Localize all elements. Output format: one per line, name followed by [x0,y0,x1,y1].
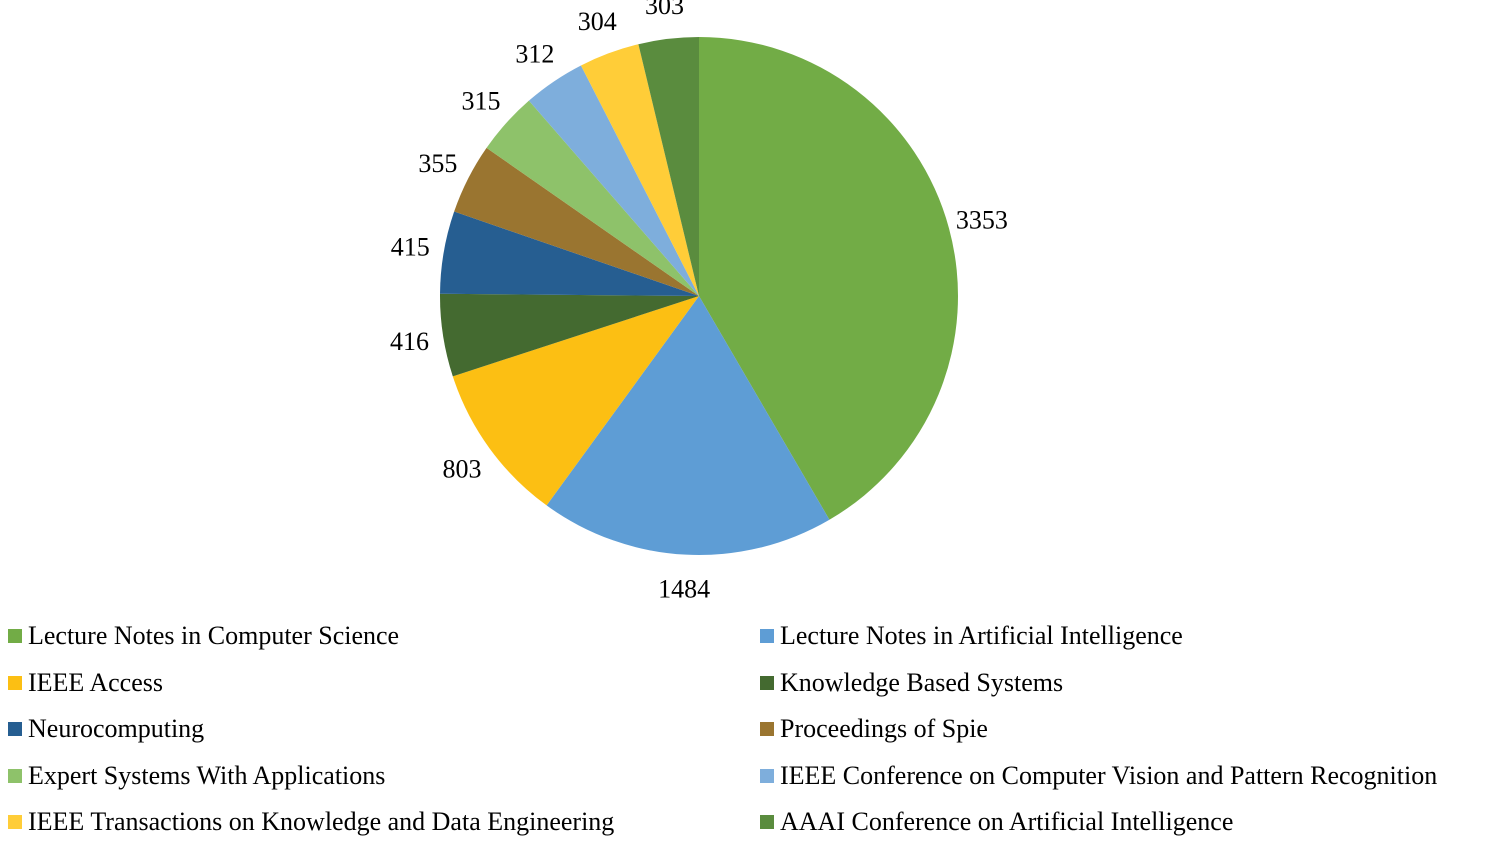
pie-slice [699,37,959,520]
pie-slice [440,211,699,296]
legend-item: Lecture Notes in Artificial Intelligence [760,620,1500,652]
legend-swatch [8,675,22,690]
pie-slice [486,100,699,296]
data-label: 803 [443,454,482,483]
legend-item: Neurocomputing [8,713,760,745]
pie-slice [439,293,699,377]
pie-chart: 3353 1484 803 416 415 355 315 312 304 303 [390,0,1008,604]
data-label: 303 [645,0,684,20]
legend-item: Proceedings of Spie [760,713,1500,745]
data-label: 312 [515,39,554,68]
legend-swatch [8,815,22,829]
legend-swatch [8,629,22,643]
data-label: 416 [390,327,429,356]
legend-swatch [760,722,774,736]
legend-label: IEEE Transactions on Knowledge and Data … [28,807,615,836]
legend-item: IEEE Conference on Computer Vision and P… [760,760,1500,792]
legend-item: Knowledge Based Systems [760,667,1500,699]
data-label: 415 [391,232,430,261]
legend-swatch [8,768,22,783]
legend-item: Expert Systems With Applications [8,760,760,792]
legend-label: IEEE Conference on Computer Vision and P… [780,760,1438,790]
legend-label: Knowledge Based Systems [780,667,1064,697]
legend-swatch [760,675,774,690]
pie-slice [580,44,699,296]
legend-item: IEEE Access [8,667,760,699]
data-label: 355 [418,149,457,178]
legend-item: Lecture Notes in Computer Science [8,620,760,652]
legend-item: IEEE Transactions on Knowledge and Data … [8,806,760,838]
legend-label: Lecture Notes in Computer Science [28,621,400,650]
data-label: 1484 [658,575,710,604]
legend-swatch [760,629,774,643]
legend-item: AAAI Conference on Artificial Intelligen… [760,806,1500,838]
legend-swatch [760,768,774,783]
legend-label: Neurocomputing [28,714,205,743]
data-label: 315 [461,86,500,115]
legend: Lecture Notes in Computer Science Lecture… [8,620,1500,838]
data-label: 3353 [956,206,1008,235]
legend-swatch [8,722,22,736]
data-label: 304 [578,7,617,36]
pie-slice [454,147,699,296]
legend-label: IEEE Access [28,667,164,697]
legend-label: Proceedings of Spie [780,714,988,743]
pie-slice [452,296,699,506]
pie-slice [546,296,830,556]
legend-label: Expert Systems With Applications [28,760,386,790]
pie-slice [528,65,699,296]
legend-swatch [760,815,774,829]
legend-label: AAAI Conference on Artificial Intelligen… [780,807,1234,836]
legend-label: Lecture Notes in Artificial Intelligence [780,621,1183,650]
pie-slice [638,37,699,296]
